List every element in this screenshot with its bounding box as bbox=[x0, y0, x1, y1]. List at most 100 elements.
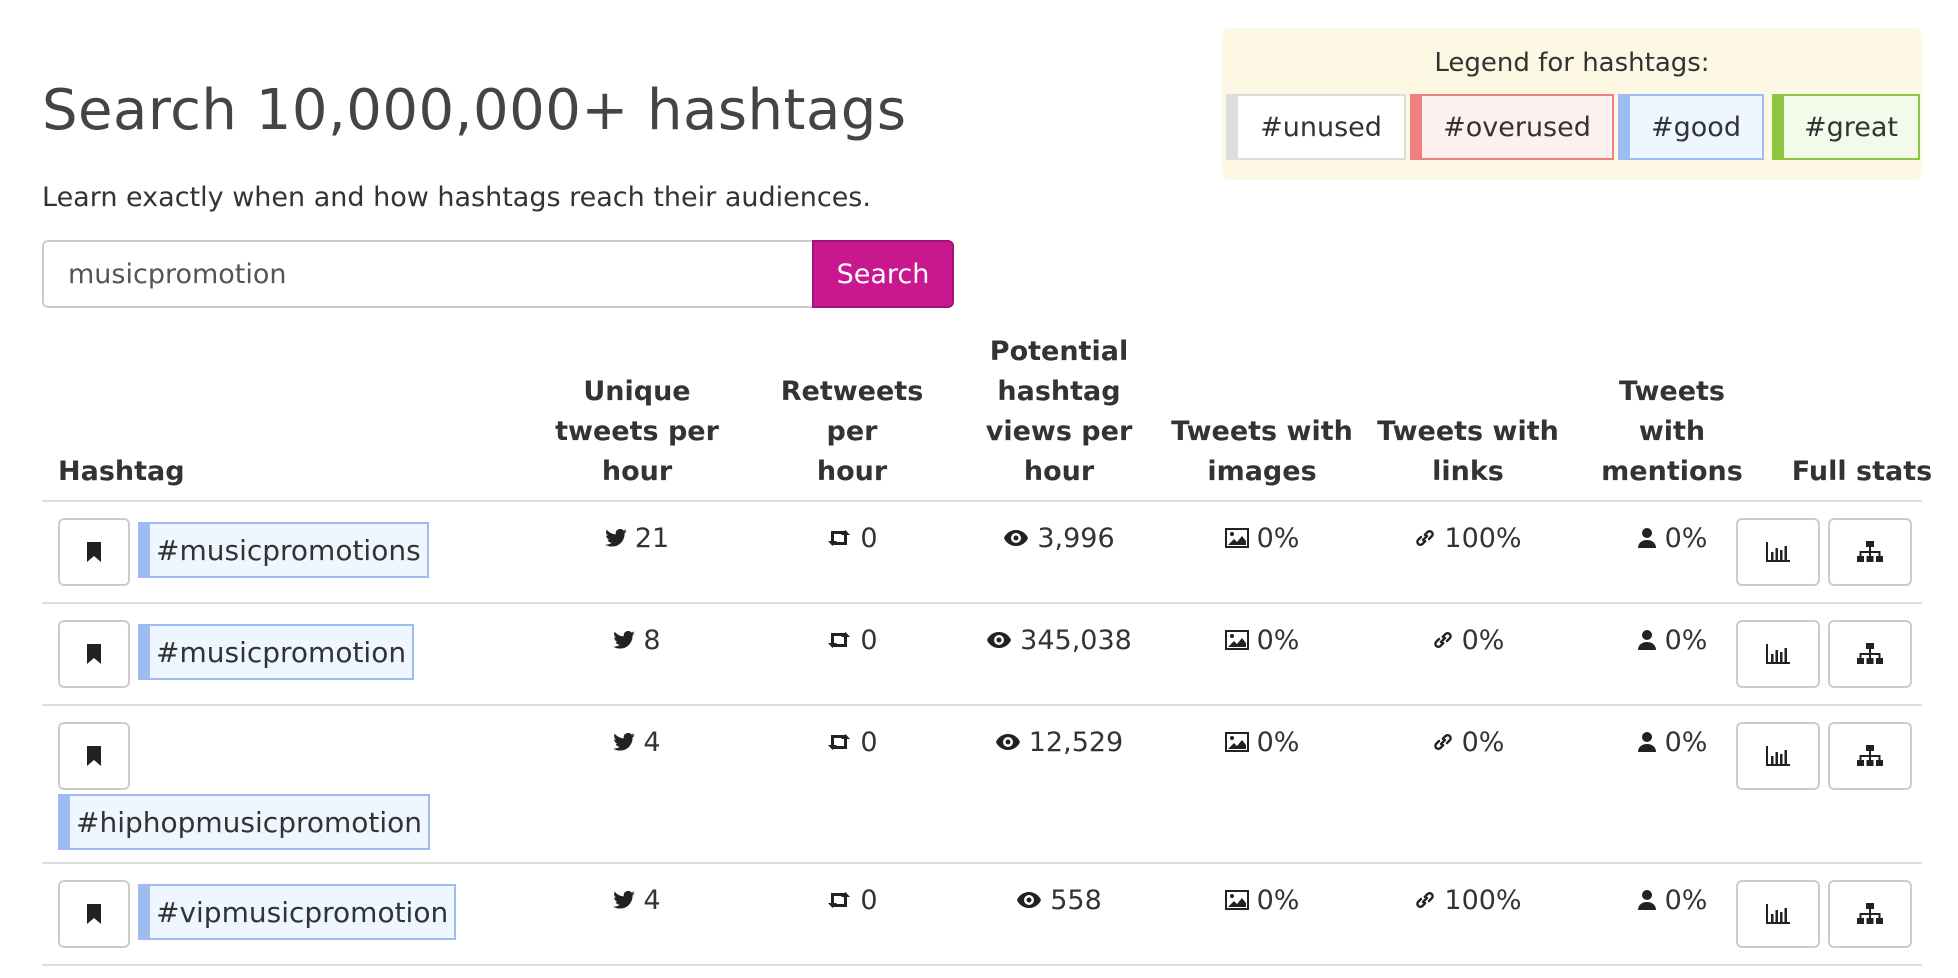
image-icon bbox=[1224, 890, 1249, 910]
related-tree-button[interactable] bbox=[1828, 722, 1912, 790]
full-stats-button[interactable] bbox=[1736, 722, 1820, 790]
legend-tag-great: #great bbox=[1772, 94, 1920, 160]
bookmark-icon bbox=[87, 746, 101, 766]
header-full-stats: Full stats bbox=[1791, 456, 1933, 487]
eye-icon bbox=[995, 733, 1021, 751]
bookmark-icon bbox=[87, 644, 101, 664]
images-cell: 0% bbox=[1162, 880, 1362, 920]
header-line: views per bbox=[985, 416, 1133, 447]
bar-chart-icon bbox=[1766, 746, 1790, 766]
unique-tweets-cell: 4 bbox=[542, 880, 732, 920]
sitemap-icon bbox=[1857, 903, 1883, 924]
links-cell: 100% bbox=[1368, 518, 1568, 558]
link-icon bbox=[1432, 629, 1454, 651]
header-line: hour bbox=[601, 456, 673, 487]
retweets-value: 0 bbox=[860, 726, 878, 758]
unique-tweets-cell: 4 bbox=[542, 722, 732, 762]
views-cell: 345,038 bbox=[964, 620, 1154, 660]
table-row: #vipmusicpromotion 4 0 558 0% 100% bbox=[42, 864, 1922, 966]
legend-tag-unused: #unused bbox=[1226, 94, 1406, 160]
links-value: 100% bbox=[1444, 522, 1522, 554]
header-mentions: Tweets with mentions bbox=[1572, 372, 1772, 492]
related-tree-button[interactable] bbox=[1828, 518, 1912, 586]
bookmark-icon bbox=[87, 904, 101, 924]
twitter-bird-icon bbox=[613, 631, 636, 649]
bookmark-button[interactable] bbox=[58, 880, 130, 948]
header-hashtag: Hashtag bbox=[58, 456, 185, 487]
bar-chart-icon bbox=[1766, 904, 1790, 924]
image-icon bbox=[1224, 528, 1249, 548]
twitter-bird-icon bbox=[613, 891, 636, 909]
views-value: 3,996 bbox=[1037, 522, 1115, 554]
twitter-bird-icon bbox=[605, 529, 627, 547]
table-row: #musicpromotion 8 0 345,038 0% 0% bbox=[42, 604, 1922, 706]
bar-chart-icon bbox=[1766, 644, 1790, 664]
views-value: 12,529 bbox=[1028, 726, 1124, 758]
hashtag-link[interactable]: #musicpromotion bbox=[138, 624, 415, 680]
header-line: links bbox=[1432, 456, 1504, 487]
bookmark-button[interactable] bbox=[58, 722, 130, 790]
header-line: images bbox=[1207, 456, 1317, 487]
retweets-value: 0 bbox=[860, 624, 878, 656]
retweets-value: 0 bbox=[860, 522, 878, 554]
search-input[interactable] bbox=[42, 240, 814, 308]
mentions-cell: 0% bbox=[1572, 722, 1772, 762]
unique-tweets-value: 4 bbox=[643, 884, 661, 916]
search-button[interactable]: Search bbox=[812, 240, 954, 308]
mentions-value: 0% bbox=[1664, 624, 1708, 656]
links-value: 0% bbox=[1461, 726, 1505, 758]
header-views: Potential hashtag views per hour bbox=[964, 332, 1154, 492]
related-tree-button[interactable] bbox=[1828, 620, 1912, 688]
header-line: Retweets per bbox=[780, 376, 924, 447]
mentions-value: 0% bbox=[1664, 726, 1708, 758]
mentions-cell: 0% bbox=[1572, 518, 1772, 558]
sitemap-icon bbox=[1857, 541, 1883, 562]
image-icon bbox=[1224, 630, 1249, 650]
header-line: Tweets with bbox=[1171, 416, 1353, 447]
eye-icon bbox=[986, 631, 1012, 649]
unique-tweets-value: 8 bbox=[643, 624, 661, 656]
related-tree-button[interactable] bbox=[1828, 880, 1912, 948]
table-header: Hashtag Unique tweets per hour Retweets … bbox=[42, 322, 1932, 502]
header-line: Unique bbox=[583, 376, 691, 407]
links-cell: 100% bbox=[1368, 880, 1568, 920]
legend-tag-good: #good bbox=[1618, 94, 1764, 160]
images-value: 0% bbox=[1256, 726, 1300, 758]
views-value: 558 bbox=[1050, 884, 1102, 916]
bookmark-button[interactable] bbox=[58, 518, 130, 586]
images-value: 0% bbox=[1256, 522, 1300, 554]
user-icon bbox=[1637, 731, 1657, 753]
retweets-cell: 0 bbox=[752, 620, 952, 660]
full-stats-button[interactable] bbox=[1736, 880, 1820, 948]
mentions-cell: 0% bbox=[1572, 620, 1772, 660]
user-icon bbox=[1637, 889, 1657, 911]
header-images: Tweets with images bbox=[1162, 412, 1362, 492]
page-title: Search 10,000,000+ hashtags bbox=[42, 78, 907, 143]
link-icon bbox=[1432, 731, 1454, 753]
views-cell: 558 bbox=[964, 880, 1154, 920]
link-icon bbox=[1414, 889, 1436, 911]
unique-tweets-value: 21 bbox=[634, 522, 670, 554]
hashtag-link[interactable]: #vipmusicpromotion bbox=[138, 884, 457, 940]
hashtag-link[interactable]: #musicpromotions bbox=[138, 522, 429, 578]
hashtag-link[interactable]: #hiphopmusicpromotion bbox=[58, 794, 431, 850]
retweets-cell: 0 bbox=[752, 722, 952, 762]
table-row: #hiphopmusicpromotion 4 0 12,529 0% 0% bbox=[42, 706, 1922, 864]
full-stats-button[interactable] bbox=[1736, 620, 1820, 688]
header-line: hour bbox=[816, 456, 888, 487]
retweets-cell: 0 bbox=[752, 518, 952, 558]
retweet-icon bbox=[826, 631, 852, 649]
header-links: Tweets with links bbox=[1368, 412, 1568, 492]
bookmark-button[interactable] bbox=[58, 620, 130, 688]
eye-icon bbox=[1016, 891, 1042, 909]
links-cell: 0% bbox=[1368, 722, 1568, 762]
legend-tag-overused: #overused bbox=[1410, 94, 1614, 160]
hashtag-legend: Legend for hashtags: #unused #overused #… bbox=[1222, 28, 1922, 180]
header-line: Tweets with bbox=[1377, 416, 1559, 447]
header-line: Tweets bbox=[1619, 376, 1725, 407]
unique-tweets-cell: 21 bbox=[542, 518, 732, 558]
full-stats-button[interactable] bbox=[1736, 518, 1820, 586]
unique-tweets-cell: 8 bbox=[542, 620, 732, 660]
header-line: with bbox=[1638, 416, 1706, 447]
mentions-value: 0% bbox=[1664, 522, 1708, 554]
